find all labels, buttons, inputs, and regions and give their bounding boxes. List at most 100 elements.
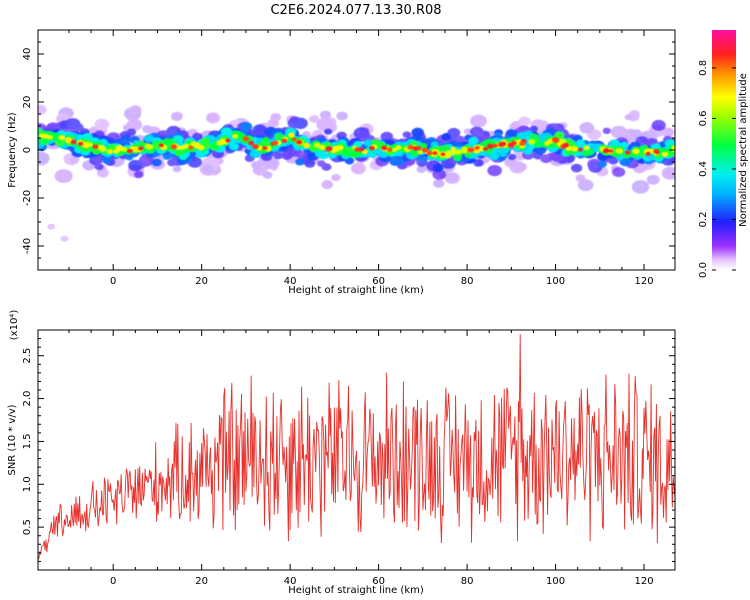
heatmap-cell [441,144,450,152]
heatmap-cell [144,134,155,143]
heatmap-cell [251,161,262,170]
heatmap-cell [174,149,184,157]
heatmap-cell [96,168,109,178]
heatmap-cell [624,150,631,155]
heatmap-cell [433,179,445,188]
snr-xlabel: Height of straight line (km) [288,585,424,596]
heatmap-cell [432,151,438,156]
heatmap-cell [487,143,494,149]
heatmap-cell [262,171,273,179]
heatmap-cell [316,117,334,132]
heatmap-cell [612,167,626,178]
spectrogram-ytick-label: 0 [22,147,33,153]
spectrogram-ylabel: Frequency (Hz) [7,112,18,188]
heatmap-cell [176,145,182,151]
snr-panel: 0 20 40 60 80 100 120 0.5 1.0 1.5 2.0 2.5 Height of… [7,310,676,596]
heatmap-cell [389,156,401,166]
heatmap-cell [441,133,452,141]
heatmap-cell [331,174,341,182]
snr-xtick-label: 20 [195,576,208,587]
heatmap-cell [571,163,583,173]
heatmap-cell [272,140,279,146]
heatmap-cell [381,145,388,151]
heatmap-cell [347,147,355,153]
heatmap-cell [318,152,329,160]
colorbar-tick-label: 0.0 [698,262,709,278]
heatmap-cell [295,158,305,166]
heatmap-cell [585,148,595,156]
spectrogram-ytick-label: 40 [22,48,33,61]
heatmap-cell [416,165,427,173]
heatmap-cell [402,131,411,138]
heatmap-cell [602,127,611,134]
heatmap-cell [170,111,183,121]
spectrogram-ytick-label: 20 [22,96,33,109]
snr-ytick-label: 0.5 [22,519,33,535]
heatmap-cell [350,162,366,175]
heatmap-cell [645,151,651,156]
heatmap-cell [128,159,143,172]
snr-ytick-label: 2.0 [22,391,33,407]
colorbar-ticks: 0.0 0.2 0.4 0.6 0.8 [698,60,736,278]
heatmap-cell [270,113,282,122]
colorbar-tick-label: 0.4 [698,161,709,177]
spectrogram-xtick-label: 20 [195,276,208,287]
heatmap-cell [579,122,595,134]
heatmap-cell [355,130,371,142]
heatmap-cell [317,160,326,167]
heatmap-cell [417,149,424,155]
heatmap-cell [474,145,480,150]
heatmap-cell [492,143,498,148]
heatmap-cell [463,128,472,135]
heatmap-cell [671,145,675,151]
heatmap-cell [589,143,598,150]
heatmap-cell [577,179,594,192]
heatmap-cell [321,180,334,190]
heatmap-cell [624,114,633,121]
heatmap-cell [65,137,73,144]
heatmap-cell [188,145,194,150]
heatmap-cell [209,143,220,151]
heatmap-cell [444,152,452,159]
heatmap-cell [354,147,361,152]
snr-ytick-label: 1.0 [22,476,33,492]
heatmap-cell [129,105,142,115]
heatmap-cell [450,146,457,152]
heatmap-cell [651,119,666,131]
heatmap-cell [544,141,550,146]
heatmap-cell [138,146,144,151]
heatmap-cell [83,143,90,149]
heatmap-cell [242,136,250,142]
heatmap-cell [515,162,527,172]
heatmap-cell [304,159,316,168]
heatmap-cell [518,116,531,127]
heatmap-cell [288,132,295,138]
heatmap-cell [331,148,338,153]
heatmap-cell [106,149,113,155]
heatmap-cell [319,110,331,120]
heatmap-cell [578,147,583,152]
spectrogram-xtick-label: 60 [372,276,385,287]
heatmap-cell [371,139,379,145]
heatmap-cell [412,146,419,151]
heatmap-cell [557,138,566,145]
heatmap-cell [94,118,110,130]
heatmap-cell [225,138,231,143]
heatmap-cell [646,174,660,185]
heatmap-cell [363,139,374,147]
heatmap-cell [78,141,84,146]
heatmap-cell [38,151,50,166]
heatmap-cell [661,166,675,180]
heatmap-cell [652,143,661,150]
heatmap-cell [336,144,344,151]
heatmap-cell [504,157,518,168]
heatmap-layer-6 [70,136,660,157]
heatmap-cell [444,172,460,184]
heatmap-cell [115,145,124,151]
heatmap-cell [386,147,393,152]
heatmap-cell [170,144,178,150]
heatmap-cell [240,122,253,132]
heatmap-cell [533,140,543,148]
colorbar-tick-label: 0.2 [698,212,709,228]
